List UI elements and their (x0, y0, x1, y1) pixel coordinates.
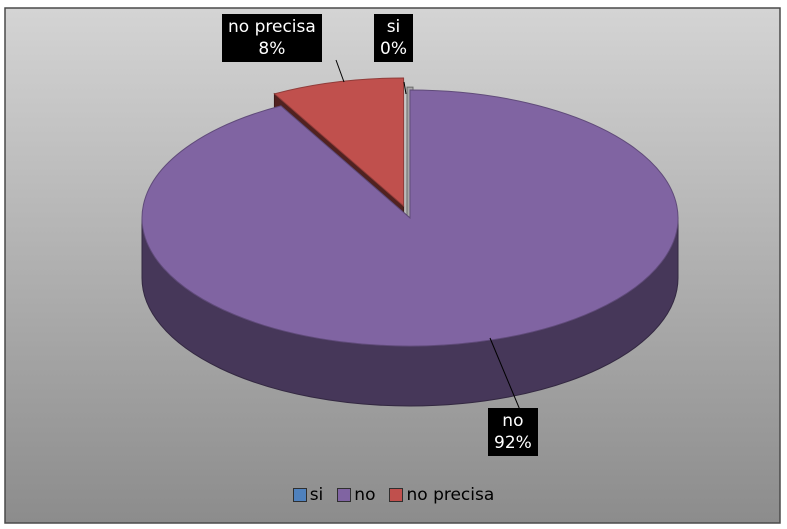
legend-item-no-precisa: no precisa (389, 485, 494, 505)
legend-label-no: no (354, 485, 376, 505)
legend-label-no-precisa: no precisa (406, 485, 495, 505)
leader-line-si (403, 81, 407, 95)
data-label-si-category: si (386, 17, 401, 37)
legend-swatch-si (292, 488, 307, 502)
data-label-si-value: 0% (380, 39, 407, 59)
legend: si no no precisa (0, 484, 787, 506)
data-label-no: no 92% (488, 408, 538, 456)
legend-swatch-no-precisa (389, 488, 404, 502)
legend-item-si: si (292, 485, 324, 505)
legend-label-si: si (309, 485, 324, 505)
legend-swatch-no (337, 488, 352, 502)
pie-plot (141, 77, 679, 407)
data-label-si: si 0% (374, 14, 413, 62)
data-label-no-precisa: no precisa 8% (222, 14, 322, 62)
data-label-no-category: no (502, 411, 524, 431)
leader-lines (335, 59, 521, 411)
leader-line-no-precisa (335, 59, 345, 83)
pie-slice-no (141, 89, 679, 407)
leader-line-no (489, 337, 521, 411)
legend-item-no: no (337, 485, 375, 505)
data-label-no-value: 92% (494, 433, 532, 453)
data-label-no-precisa-value: 8% (258, 39, 286, 59)
data-label-no-precisa-category: no precisa (228, 17, 316, 37)
